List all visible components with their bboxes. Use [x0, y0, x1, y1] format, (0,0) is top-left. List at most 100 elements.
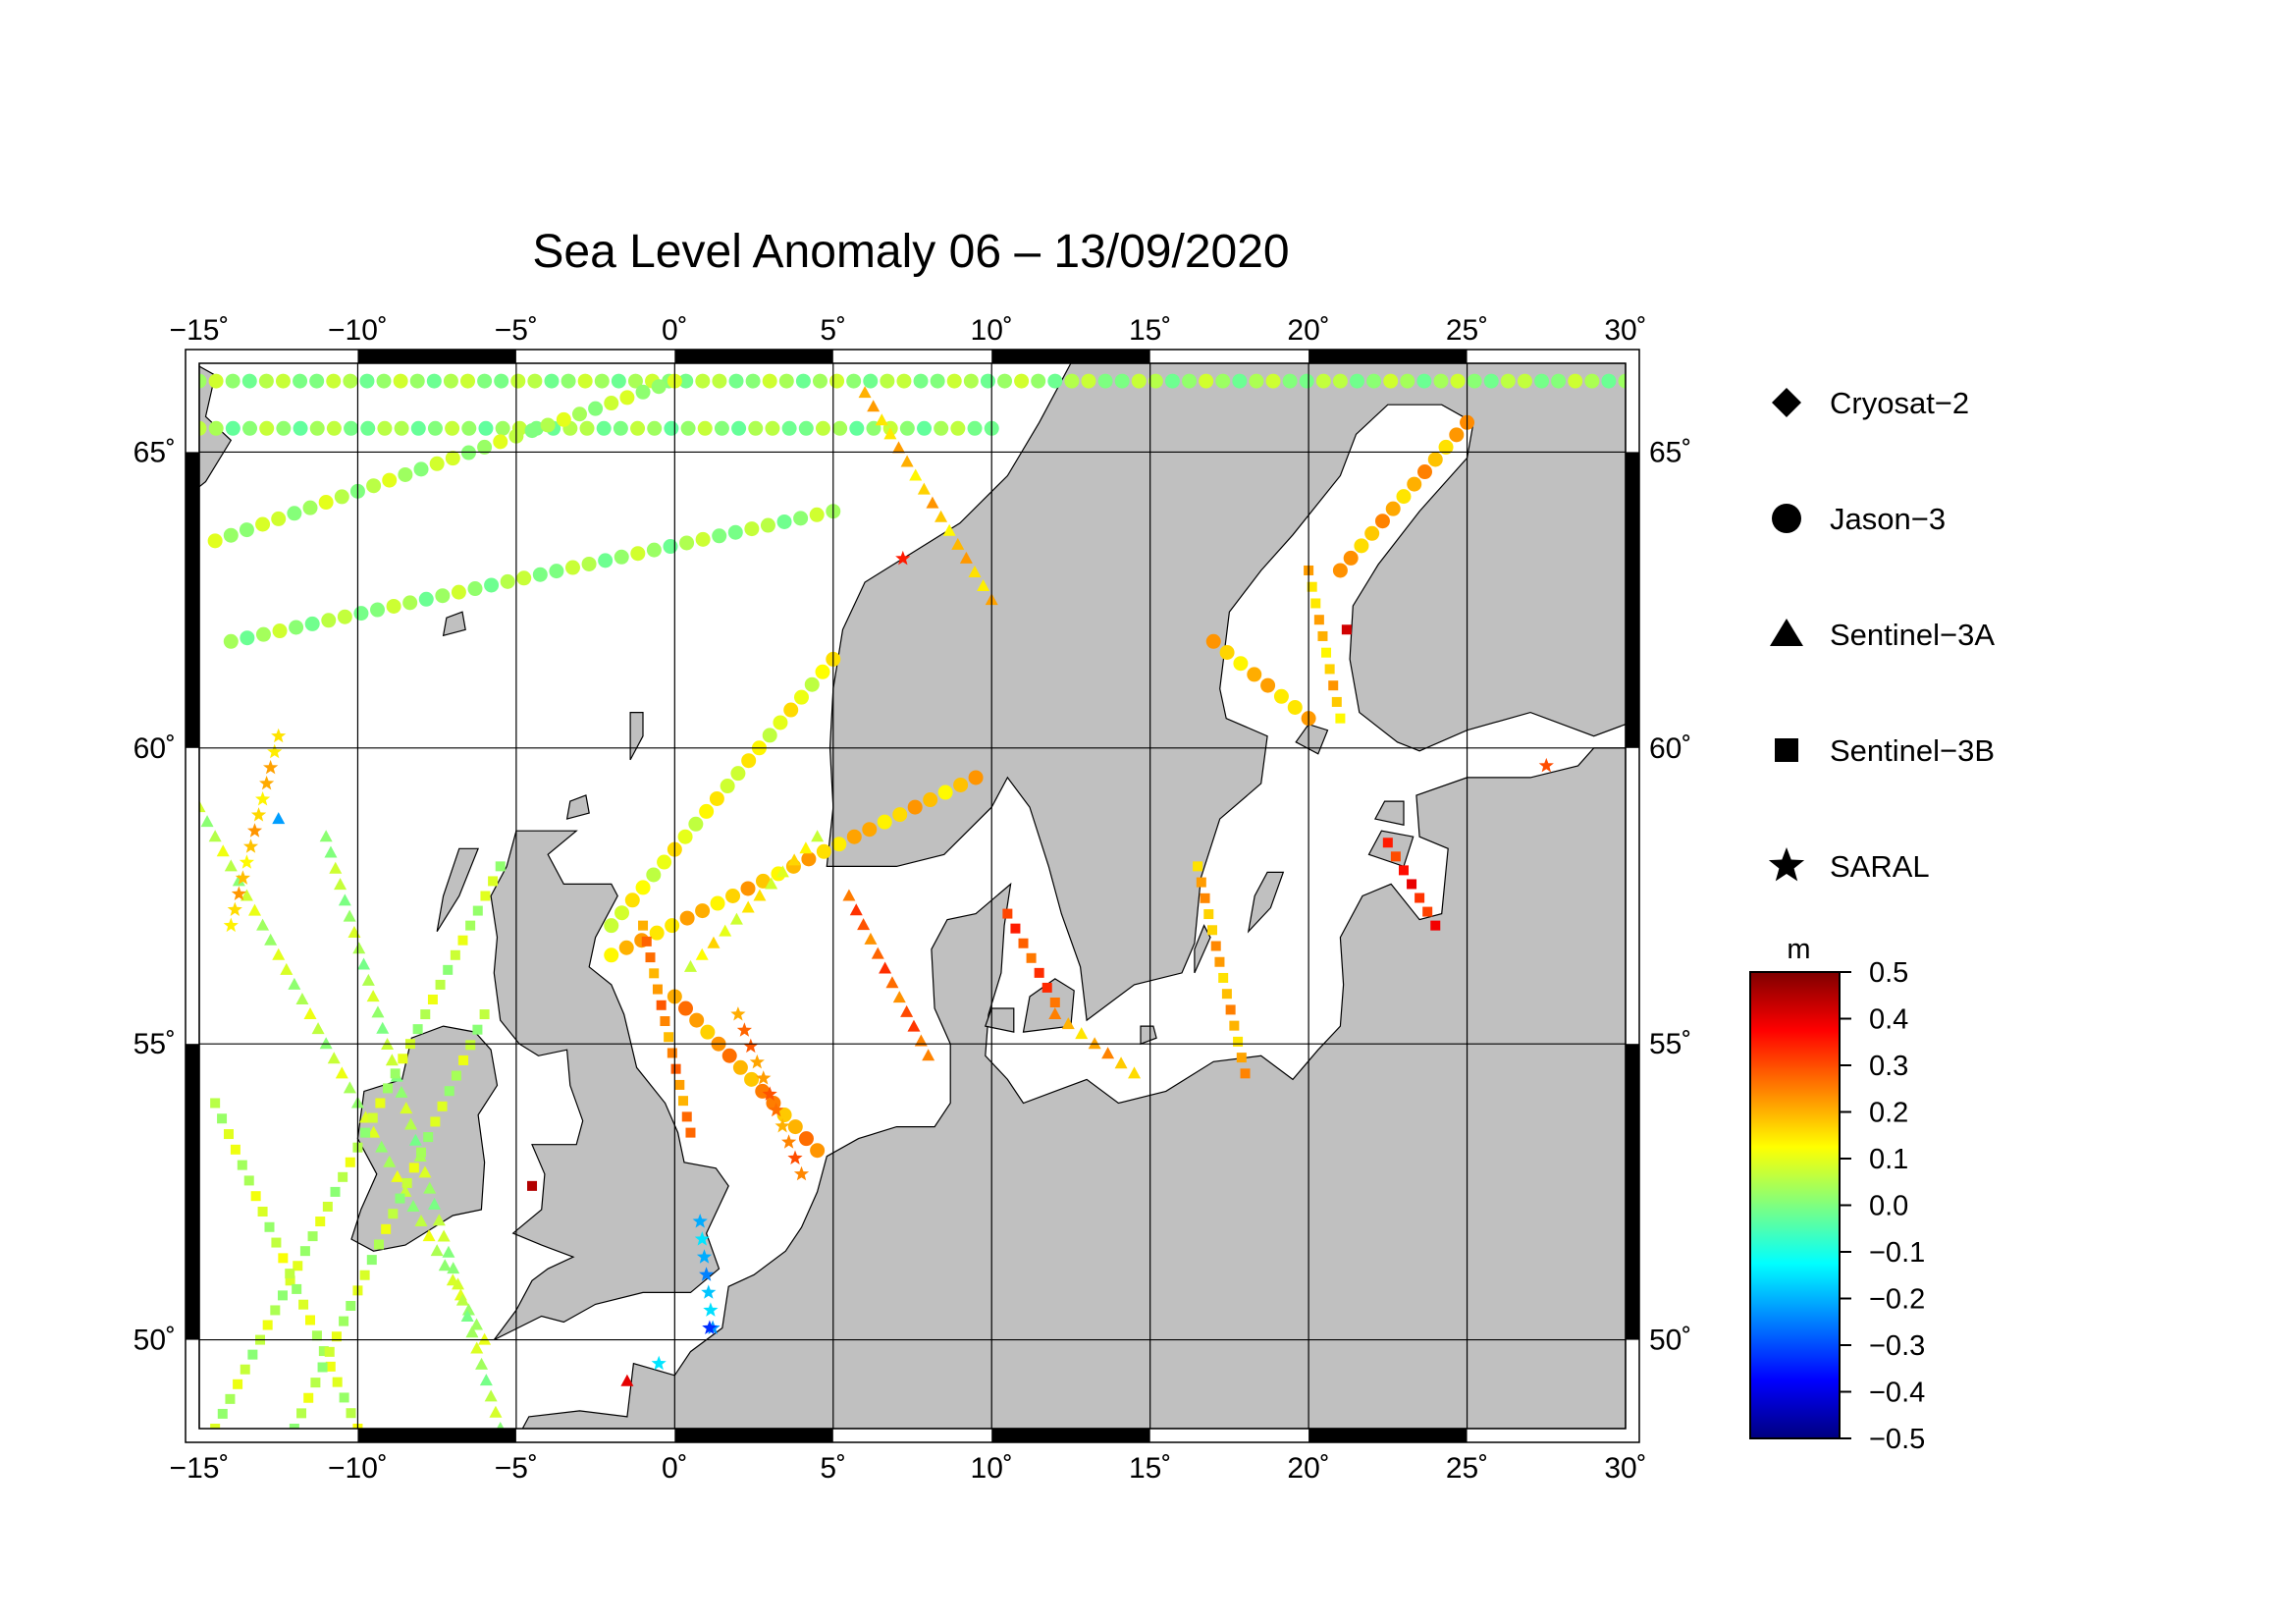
- track-point: [257, 1206, 268, 1217]
- track-point: [343, 909, 356, 922]
- track-point: [811, 830, 825, 842]
- lon-tick-label-top: 20˚: [1287, 314, 1329, 347]
- track-point: [458, 1055, 469, 1065]
- track-point: [614, 905, 630, 921]
- track-point: [564, 560, 580, 575]
- track-point: [460, 1309, 474, 1322]
- track-point: [246, 823, 263, 838]
- track-point: [678, 373, 694, 389]
- track-point: [649, 968, 660, 979]
- track-point: [1225, 1004, 1236, 1015]
- track-point: [635, 880, 651, 895]
- track-point: [532, 567, 548, 582]
- track-point: [618, 940, 634, 955]
- track-point: [224, 859, 238, 872]
- track-point: [1400, 373, 1415, 389]
- track-point: [480, 891, 491, 901]
- legend-item: Jason−3: [1772, 502, 1946, 536]
- track-point: [324, 845, 338, 858]
- colorbar-tick-label: 0.0: [1869, 1191, 1908, 1222]
- track-point: [334, 489, 349, 505]
- track-point: [339, 1392, 349, 1403]
- gotland: [1247, 871, 1285, 934]
- track-point: [527, 373, 543, 389]
- track-point: [231, 886, 246, 900]
- track-point: [430, 1244, 444, 1257]
- data-point: [272, 812, 286, 825]
- track-point: [264, 933, 278, 946]
- track-point: [376, 1021, 390, 1034]
- track-point: [697, 420, 713, 436]
- axis-tick-labels: −15˚ −15˚ −10˚ −10˚ −5˚ −5˚ 0˚ 0˚ 5˚ 5˚ 10˚ 10˚ 15˚ 1…: [133, 314, 1692, 1485]
- track-point: [210, 1098, 221, 1109]
- track-point: [255, 516, 271, 532]
- track-triangle: [842, 889, 935, 1061]
- track-point: [271, 511, 287, 526]
- track-point: [1417, 464, 1433, 480]
- track-point: [1449, 427, 1465, 443]
- track-point: [804, 676, 820, 692]
- lon-tick-label-bottom: 20˚: [1287, 1452, 1329, 1485]
- track-point: [309, 420, 325, 436]
- continental-europe: [521, 747, 1626, 1429]
- track-point: [367, 1112, 378, 1123]
- track-point: [1131, 373, 1147, 389]
- track-point: [896, 373, 912, 389]
- track-point: [1049, 998, 1060, 1007]
- track-point: [293, 1261, 303, 1271]
- highlight-points: [272, 550, 1554, 1386]
- track-point: [247, 1349, 258, 1360]
- track-point: [366, 478, 382, 494]
- oland: [1194, 924, 1211, 974]
- track-point: [470, 1341, 484, 1354]
- track-point: [388, 1209, 399, 1219]
- track-point: [1335, 713, 1346, 724]
- track-point: [863, 373, 879, 389]
- track-point: [719, 924, 732, 937]
- track-point: [728, 373, 744, 389]
- track-point: [259, 776, 275, 790]
- track-point: [689, 1012, 705, 1028]
- track-point: [679, 535, 695, 551]
- track-point: [699, 1267, 715, 1281]
- track-point: [299, 1246, 310, 1257]
- track-point: [271, 1237, 282, 1248]
- track-point: [375, 1098, 386, 1109]
- track-point: [1315, 373, 1331, 389]
- track-point: [1047, 373, 1063, 389]
- track-point: [663, 539, 678, 555]
- track-point: [467, 581, 483, 597]
- track-point: [1219, 645, 1235, 660]
- track-point: [614, 549, 629, 565]
- track-point: [338, 1171, 348, 1182]
- data-point: [1538, 757, 1554, 773]
- track-point: [303, 1007, 317, 1020]
- track-point: [410, 420, 426, 436]
- colorbar-tick-label: 0.2: [1869, 1098, 1908, 1129]
- track-point: [359, 373, 375, 389]
- track-point: [465, 1325, 479, 1338]
- track-point: [495, 420, 510, 436]
- track-point: [923, 792, 938, 808]
- track-point: [377, 420, 393, 436]
- track-point: [862, 822, 878, 838]
- track-point: [225, 373, 240, 389]
- track-point: [1210, 941, 1221, 951]
- track-point: [741, 753, 757, 769]
- track-point: [418, 1165, 432, 1178]
- track-point: [371, 1005, 385, 1018]
- track-point: [619, 390, 635, 406]
- track-point: [1299, 373, 1314, 389]
- track-point: [409, 373, 425, 389]
- track-point: [624, 893, 640, 908]
- track-point: [225, 420, 240, 436]
- funen: [985, 1007, 1015, 1033]
- track-point: [367, 1125, 381, 1138]
- track-point: [293, 420, 308, 436]
- colorbar-tick-label: 0.5: [1869, 957, 1908, 989]
- track-point: [250, 1191, 261, 1202]
- track-point: [776, 1108, 792, 1123]
- track-point: [1114, 373, 1130, 389]
- track-point: [695, 947, 709, 960]
- track-point: [934, 510, 948, 522]
